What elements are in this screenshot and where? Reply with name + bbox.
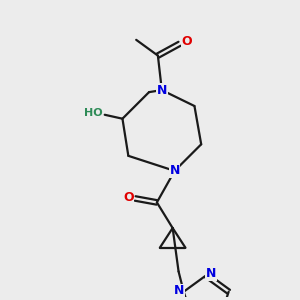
Text: N: N — [206, 267, 216, 280]
Text: N: N — [157, 84, 167, 97]
Text: O: O — [123, 191, 134, 204]
Text: N: N — [173, 284, 184, 297]
Text: O: O — [181, 35, 192, 48]
Text: HO: HO — [84, 108, 102, 118]
Text: N: N — [169, 164, 180, 177]
